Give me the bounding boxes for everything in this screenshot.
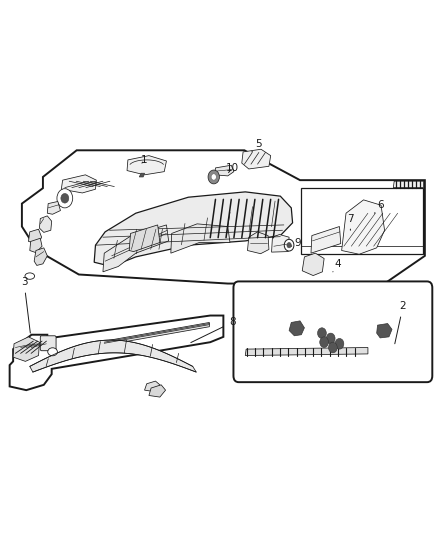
- Text: 4: 4: [333, 259, 341, 272]
- Circle shape: [61, 193, 69, 203]
- Polygon shape: [61, 175, 96, 193]
- Polygon shape: [104, 322, 209, 345]
- Text: 3: 3: [21, 278, 30, 333]
- Text: 1: 1: [141, 155, 148, 165]
- Text: 7: 7: [347, 214, 354, 230]
- Polygon shape: [301, 188, 423, 254]
- Circle shape: [287, 243, 291, 248]
- Polygon shape: [10, 316, 223, 390]
- Ellipse shape: [48, 348, 57, 356]
- Circle shape: [326, 333, 335, 344]
- Polygon shape: [13, 337, 39, 361]
- Polygon shape: [272, 235, 289, 252]
- Polygon shape: [34, 248, 47, 265]
- Polygon shape: [47, 201, 60, 214]
- Text: 9: 9: [291, 238, 301, 247]
- Polygon shape: [289, 321, 304, 336]
- Circle shape: [208, 170, 219, 184]
- Polygon shape: [393, 181, 424, 188]
- Text: 2: 2: [395, 302, 406, 344]
- Polygon shape: [245, 348, 368, 356]
- Polygon shape: [302, 253, 324, 276]
- Polygon shape: [247, 232, 269, 254]
- Polygon shape: [94, 192, 293, 266]
- Circle shape: [57, 189, 73, 208]
- FancyBboxPatch shape: [233, 281, 432, 382]
- Text: 8: 8: [191, 318, 236, 343]
- Ellipse shape: [25, 273, 35, 279]
- Circle shape: [335, 338, 344, 349]
- Polygon shape: [39, 216, 52, 232]
- Circle shape: [284, 239, 294, 251]
- Polygon shape: [30, 238, 42, 253]
- Polygon shape: [145, 381, 160, 392]
- Polygon shape: [129, 225, 160, 252]
- Polygon shape: [342, 200, 385, 254]
- Polygon shape: [311, 227, 341, 253]
- Circle shape: [318, 328, 326, 338]
- Polygon shape: [149, 385, 166, 397]
- Polygon shape: [139, 173, 145, 177]
- Circle shape: [320, 337, 328, 348]
- Polygon shape: [127, 156, 166, 175]
- FancyBboxPatch shape: [40, 336, 56, 351]
- Polygon shape: [171, 224, 230, 253]
- Polygon shape: [103, 225, 169, 272]
- Text: 6: 6: [374, 200, 385, 213]
- Circle shape: [211, 174, 216, 180]
- Polygon shape: [377, 324, 392, 338]
- Polygon shape: [28, 229, 42, 244]
- Circle shape: [328, 342, 337, 353]
- Polygon shape: [242, 149, 271, 169]
- Polygon shape: [30, 340, 196, 372]
- Polygon shape: [215, 165, 234, 176]
- Text: 5: 5: [252, 139, 262, 152]
- Text: 10: 10: [226, 163, 239, 173]
- Polygon shape: [22, 150, 425, 284]
